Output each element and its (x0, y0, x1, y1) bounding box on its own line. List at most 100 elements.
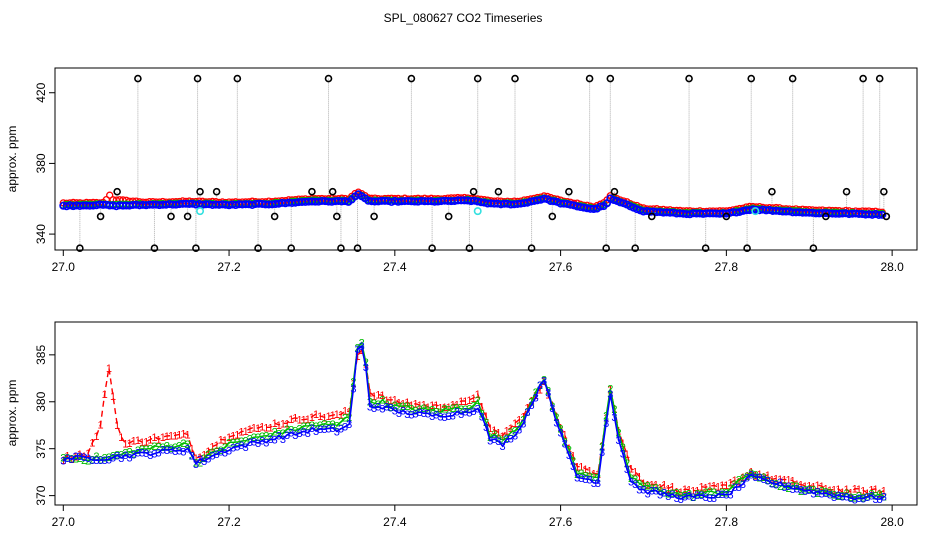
series-1-point-label: 1 (131, 436, 137, 448)
series-1-point-label: 1 (205, 446, 211, 458)
series-1-point-label: 1 (354, 351, 360, 363)
series-1-point-label: 1 (305, 414, 311, 426)
series-1-point-label: 1 (417, 400, 423, 412)
series-3-point-label: 3 (769, 478, 775, 490)
series-2-point-label: 2 (251, 432, 257, 444)
series-1-point-label: 1 (798, 480, 804, 492)
black-outlier-point (370, 212, 378, 221)
series-1-point-label: 1 (263, 422, 269, 434)
series-2-point-label: 2 (151, 441, 157, 453)
series-2-point-label: 2 (437, 407, 443, 419)
series-2-point-label: 2 (810, 484, 816, 496)
series-1-point-label: 1 (143, 436, 149, 448)
series-1-point-label: 1 (201, 449, 207, 461)
series-1-point-label: 1 (313, 409, 319, 421)
series-3-point-label: 3 (388, 403, 394, 415)
series-3-point-label: 3 (781, 482, 787, 494)
black-outlier-point (606, 74, 615, 83)
series-2-point-label: 2 (421, 403, 427, 415)
series-3-point-label: 3 (342, 422, 348, 434)
series-1-point-label: 1 (98, 419, 104, 431)
series-2-point-label: 2 (723, 487, 729, 499)
series-1-point-label: 1 (690, 485, 696, 497)
series-1-point-label: 1 (392, 395, 398, 407)
series-3-point-label: 3 (160, 444, 166, 456)
series-2-point-label: 2 (408, 404, 414, 416)
series-2-point-label: 2 (205, 449, 211, 461)
series-2-point-label: 2 (334, 421, 340, 433)
black-outlier-point (196, 187, 204, 196)
series-3-point-label: 3 (562, 438, 568, 450)
series-1-point-label: 1 (450, 399, 456, 411)
series-2-point-label: 2 (106, 452, 112, 464)
series-1-point-label: 1 (276, 420, 282, 432)
series-2-point-label: 2 (313, 421, 319, 433)
series-1-point-label: 1 (412, 399, 418, 411)
series-1-point-label: 1 (433, 400, 439, 412)
series-2-point-label: 2 (587, 471, 593, 483)
series-2-point-label: 2 (491, 429, 497, 441)
series-3-point-label: 3 (338, 424, 344, 436)
series-3-point-label: 3 (151, 449, 157, 461)
series-3-point-label: 3 (823, 488, 829, 500)
series-1-point-label: 1 (309, 412, 315, 424)
series-3-point-label: 3 (595, 478, 601, 490)
blue-point (589, 204, 598, 213)
series-3-point-label: 3 (114, 450, 120, 462)
black-outlier-point (353, 244, 362, 253)
series-1-point-label: 1 (707, 481, 713, 493)
black-outlier-point (328, 187, 337, 196)
black-outlier-point (270, 212, 279, 221)
series-3-point-label: 3 (446, 411, 452, 423)
series-3-point-label: 3 (715, 489, 721, 501)
series-3-point-label: 3 (843, 491, 849, 503)
series-1-point-label: 1 (727, 478, 733, 490)
series-3-point-label: 3 (549, 403, 555, 415)
series-2-point-label: 2 (272, 427, 278, 439)
series-3-point-label: 3 (367, 402, 373, 414)
top-xtick-label: 27.4 (383, 260, 407, 274)
series-2-point-label: 2 (727, 483, 733, 495)
bottom-xtick-label: 27.2 (217, 515, 241, 529)
series-3-point-label: 3 (678, 494, 684, 506)
series-2-point-label: 2 (761, 472, 767, 484)
bottom-xtick-label: 27.8 (715, 515, 739, 529)
series-3-point-label: 3 (350, 384, 356, 396)
series-2-point-label: 2 (466, 403, 472, 415)
series-2-point-label: 2 (653, 483, 659, 495)
series-3-point-label: 3 (383, 401, 389, 413)
series-3-point-label: 3 (856, 493, 862, 505)
series-2-point-label: 2 (255, 432, 261, 444)
series-1-point-label: 1 (425, 402, 431, 414)
series-3-point-label: 3 (636, 484, 642, 496)
series-3-point-label: 3 (284, 430, 290, 442)
series-1-point-label: 1 (160, 432, 166, 444)
series-2-point-label: 2 (156, 442, 162, 454)
series-1-point-label: 1 (284, 418, 290, 430)
bottom-ytick-label: 375 (34, 438, 48, 458)
black-outlier-point (768, 187, 776, 196)
series-1-point-label: 1 (773, 473, 779, 485)
series-3-point-label: 3 (624, 464, 630, 476)
series-2-point-label: 2 (412, 406, 418, 418)
series-3-point-label: 3 (852, 494, 858, 506)
series-3-point-label: 3 (429, 411, 435, 423)
series-3-point-label: 3 (533, 393, 539, 405)
series-1-point-label: 1 (396, 398, 402, 410)
series-2-point-label: 2 (827, 487, 833, 499)
black-outlier-point (183, 212, 192, 221)
series-3-point-label: 3 (727, 489, 733, 501)
series-2-point-label: 2 (819, 485, 825, 497)
series-3-point-label: 3 (587, 474, 593, 486)
series-1-point-label: 1 (756, 469, 762, 481)
series-1-point-label: 1 (632, 466, 638, 478)
series-1-point-label: 1 (243, 426, 249, 438)
series-1-point-label: 1 (151, 432, 157, 444)
series-2-point-label: 2 (135, 445, 141, 457)
series-1-point-label: 1 (624, 449, 630, 461)
series-1-point-label: 1 (802, 481, 808, 493)
series-2-point-label: 2 (732, 479, 738, 491)
top-panel-axes: 27.0 27.2 27.4 27.6 27.8 28.0 340 380 420 (34, 82, 904, 274)
series-2-point-label: 2 (665, 489, 671, 501)
